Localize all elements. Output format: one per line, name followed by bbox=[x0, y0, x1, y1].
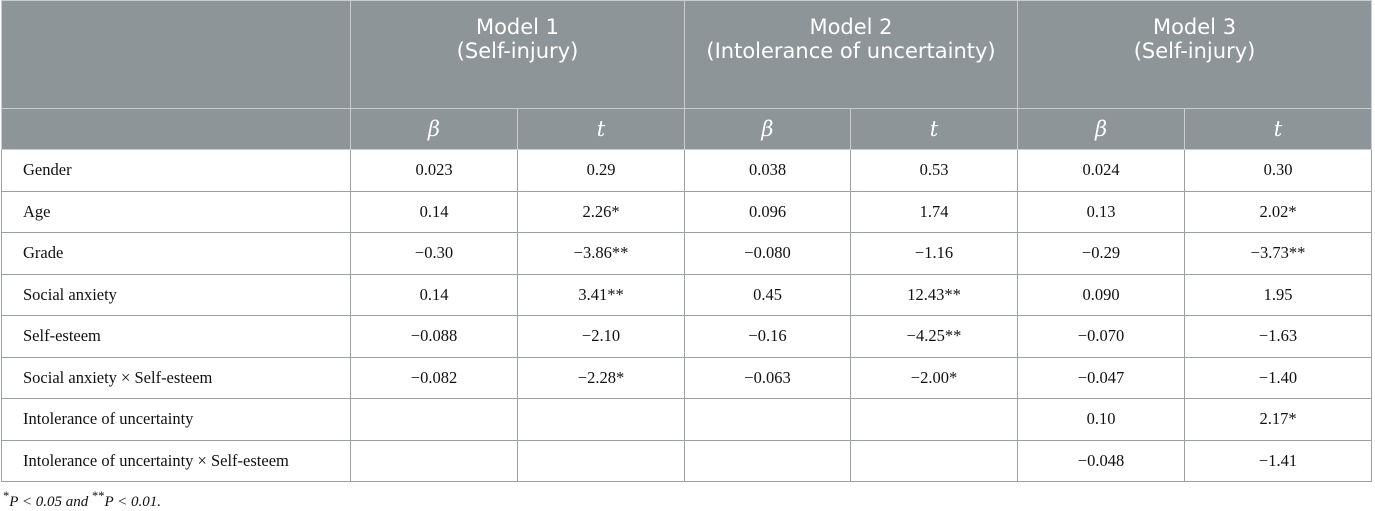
table-cell: −1.16 bbox=[849, 232, 1019, 275]
table-row: Intolerance of uncertainty × Self-esteem… bbox=[1, 439, 1373, 482]
corner-cell bbox=[1, 0, 351, 109]
model-2-subtitle: (Intolerance of uncertainty) bbox=[706, 39, 996, 63]
table-cell: 3.41** bbox=[517, 273, 685, 316]
table-cell: 0.29 bbox=[517, 149, 685, 192]
table-row: Social anxiety 0.14 3.41** 0.45 12.43** … bbox=[1, 273, 1373, 316]
table-cell: −3.86** bbox=[517, 232, 685, 275]
table-cell: −2.00* bbox=[849, 356, 1019, 399]
table-cell bbox=[350, 398, 518, 441]
table-cell bbox=[350, 439, 518, 482]
table-cell: 0.096 bbox=[684, 190, 851, 233]
table-cell: −1.41 bbox=[1184, 439, 1373, 482]
table-cell: −2.28* bbox=[517, 356, 685, 399]
model-header-row: Model 1 (Self-injury) Model 2 (Intoleran… bbox=[1, 0, 1373, 109]
table-cell: 0.10 bbox=[1017, 398, 1186, 441]
table-cell: −0.30 bbox=[350, 232, 518, 275]
stat-beta-header: β bbox=[684, 108, 851, 150]
table-cell bbox=[849, 439, 1019, 482]
table-cell: −0.080 bbox=[684, 232, 851, 275]
model-2-header: Model 2 (Intolerance of uncertainty) bbox=[683, 0, 1019, 109]
table-cell: 2.17* bbox=[1184, 398, 1373, 441]
row-label: Gender bbox=[1, 149, 351, 192]
table-row: Grade −0.30 −3.86** −0.080 −1.16 −0.29 −… bbox=[1, 232, 1373, 275]
model-3-title: Model 3 bbox=[1152, 15, 1237, 39]
table-cell: −0.047 bbox=[1017, 356, 1186, 399]
stat-t-header: t bbox=[517, 108, 685, 150]
model-1-header: Model 1 (Self-injury) bbox=[350, 0, 685, 109]
table-cell: 1.95 bbox=[1184, 273, 1373, 316]
table-row: Age 0.14 2.26* 0.096 1.74 0.13 2.02* bbox=[1, 190, 1373, 233]
table-cell: 2.02* bbox=[1184, 190, 1373, 233]
row-label: Intolerance of uncertainty × Self-esteem bbox=[1, 439, 351, 482]
model-3-subtitle: (Self-injury) bbox=[1133, 39, 1256, 63]
stat-beta-header: β bbox=[1017, 108, 1186, 150]
table-cell: 0.45 bbox=[684, 273, 851, 316]
model-3-header: Model 3 (Self-injury) bbox=[1017, 0, 1373, 109]
table-cell bbox=[517, 439, 685, 482]
model-1-title: Model 1 bbox=[475, 15, 560, 39]
table-cell: −4.25** bbox=[849, 315, 1019, 358]
stat-t-header: t bbox=[849, 108, 1019, 150]
table-cell: −3.73** bbox=[1184, 232, 1373, 275]
table-cell: 0.023 bbox=[350, 149, 518, 192]
model-1-subtitle: (Self-injury) bbox=[456, 39, 579, 63]
footnote-text-1: P < 0.05 and bbox=[9, 494, 93, 510]
table-cell: 0.090 bbox=[1017, 273, 1186, 316]
regression-table: Model 1 (Self-injury) Model 2 (Intoleran… bbox=[1, 0, 1373, 482]
table-cell: −0.16 bbox=[684, 315, 851, 358]
table-cell: −0.29 bbox=[1017, 232, 1186, 275]
table-cell: 0.14 bbox=[350, 190, 518, 233]
table-cell: −0.048 bbox=[1017, 439, 1186, 482]
table-cell: 0.14 bbox=[350, 273, 518, 316]
table-cell: −1.40 bbox=[1184, 356, 1373, 399]
stat-beta-header: β bbox=[350, 108, 518, 150]
table-cell: −0.088 bbox=[350, 315, 518, 358]
table-header: Model 1 (Self-injury) Model 2 (Intoleran… bbox=[1, 0, 1373, 150]
table-cell: −2.10 bbox=[517, 315, 685, 358]
table-cell: −0.070 bbox=[1017, 315, 1186, 358]
table-cell: −1.63 bbox=[1184, 315, 1373, 358]
row-label: Age bbox=[1, 190, 351, 233]
table-body: Gender 0.023 0.29 0.038 0.53 0.024 0.30 … bbox=[1, 149, 1373, 482]
stat-header-row: β t β t β t bbox=[1, 108, 1373, 150]
table-cell bbox=[517, 398, 685, 441]
row-label: Grade bbox=[1, 232, 351, 275]
table-cell bbox=[849, 398, 1019, 441]
table-cell: −0.082 bbox=[350, 356, 518, 399]
table-cell: 0.53 bbox=[849, 149, 1019, 192]
row-label: Social anxiety bbox=[1, 273, 351, 316]
table-cell: 0.024 bbox=[1017, 149, 1186, 192]
footnote-symbol-2: ** bbox=[92, 489, 105, 503]
table-cell: 12.43** bbox=[849, 273, 1019, 316]
row-label: Social anxiety × Self-esteem bbox=[1, 356, 351, 399]
row-label: Self-esteem bbox=[1, 315, 351, 358]
table-cell: −0.063 bbox=[684, 356, 851, 399]
corner-cell-lower bbox=[1, 108, 351, 150]
table-cell: 0.13 bbox=[1017, 190, 1186, 233]
table-cell: 2.26* bbox=[517, 190, 685, 233]
model-2-title: Model 2 bbox=[809, 15, 893, 39]
table-row: Intolerance of uncertainty 0.10 2.17* bbox=[1, 398, 1373, 441]
table-row: Social anxiety × Self-esteem −0.082 −2.2… bbox=[1, 356, 1373, 399]
stat-t-header: t bbox=[1184, 108, 1373, 150]
footnote-symbol-1: * bbox=[3, 489, 10, 503]
table-footnote: *P < 0.05 and **P < 0.01. bbox=[3, 489, 1372, 511]
table-cell: 0.30 bbox=[1184, 149, 1373, 192]
table-cell: 1.74 bbox=[849, 190, 1019, 233]
row-label: Intolerance of uncertainty bbox=[1, 398, 351, 441]
table-cell: 0.038 bbox=[684, 149, 851, 192]
footnote-text-2: P < 0.01. bbox=[104, 494, 162, 510]
table-cell bbox=[684, 398, 851, 441]
table-row: Gender 0.023 0.29 0.038 0.53 0.024 0.30 bbox=[1, 149, 1373, 192]
table-row: Self-esteem −0.088 −2.10 −0.16 −4.25** −… bbox=[1, 315, 1373, 358]
table-cell bbox=[684, 439, 851, 482]
